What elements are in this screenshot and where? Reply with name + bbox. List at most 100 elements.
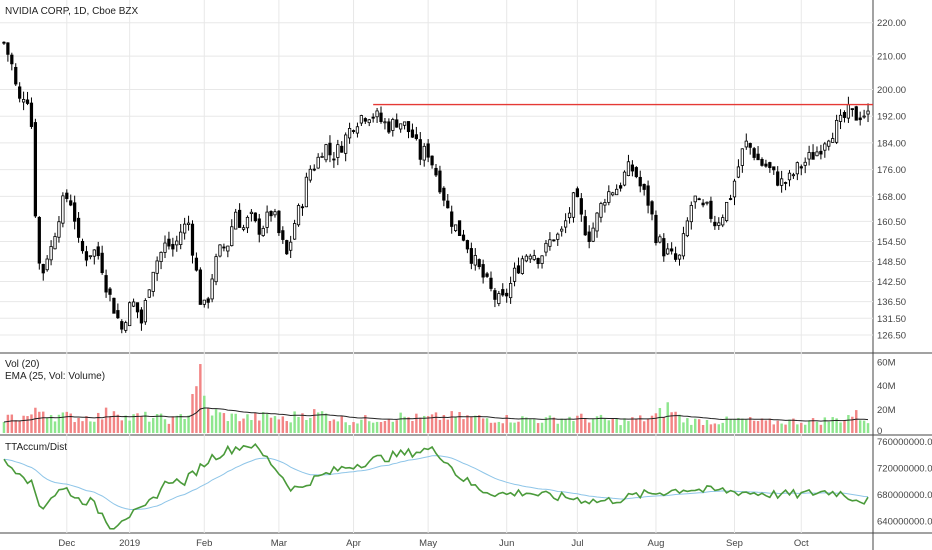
candle-body: [854, 106, 858, 121]
candle-body: [842, 112, 847, 118]
candle-body: [355, 126, 360, 134]
volume-bar: [745, 419, 748, 433]
candle-body: [269, 210, 273, 217]
volume-bar: [434, 412, 438, 433]
volume-bar: [159, 413, 163, 433]
candle-body: [281, 230, 285, 240]
candle-body: [76, 217, 81, 238]
candle-body: [391, 119, 395, 131]
candle-body: [249, 211, 254, 215]
volume-bar: [599, 414, 603, 433]
candle-body: [6, 42, 10, 55]
volume-bar: [811, 418, 815, 433]
candle-body: [25, 99, 30, 104]
volume-bar: [140, 415, 143, 433]
volume-bar: [73, 422, 76, 433]
volume-bar: [493, 422, 497, 433]
volume-bar: [69, 413, 72, 433]
volume-bar: [203, 395, 206, 433]
volume-bar: [97, 412, 100, 433]
candle-body: [186, 222, 191, 225]
candle-body: [544, 242, 548, 253]
volume-bar: [807, 420, 811, 433]
candle-body: [422, 145, 426, 161]
candle-body: [764, 163, 768, 167]
volume-bar: [513, 422, 516, 433]
volume-bar: [544, 417, 548, 433]
volume-bar: [756, 421, 760, 433]
volume-bar: [411, 420, 414, 433]
candle-body: [147, 289, 151, 298]
accum-tick-label: 680000000.00: [877, 490, 932, 501]
candle-body: [760, 159, 764, 166]
candle-body: [666, 248, 670, 255]
candle-body: [359, 115, 363, 124]
candle-body: [108, 288, 112, 295]
candle-body: [728, 198, 733, 200]
candle-body: [336, 144, 340, 158]
candle-body: [84, 251, 89, 261]
volume-bar: [65, 411, 69, 433]
candle-body: [701, 202, 705, 206]
candle-body: [135, 302, 140, 313]
volume-bar: [293, 411, 296, 433]
volume-bar: [238, 421, 241, 433]
candle-body: [214, 256, 218, 283]
accum-pane-title: TTAccum/Dist: [5, 442, 67, 453]
volume-bar: [191, 394, 194, 433]
volume-bar: [199, 364, 202, 433]
candle-body: [787, 172, 792, 181]
volume-bar: [104, 407, 108, 433]
volume-bar: [748, 417, 752, 433]
volume-bar: [100, 419, 104, 433]
candle-body: [21, 99, 26, 103]
price-tick-label: 220.00: [877, 18, 906, 29]
volume-bar: [438, 419, 442, 433]
candle-body: [736, 166, 741, 178]
candle-body: [473, 255, 477, 266]
volume-bar: [289, 422, 292, 433]
candle-body: [332, 158, 336, 161]
volume-bar: [764, 420, 768, 433]
volume-bar: [399, 412, 402, 433]
candle-body: [308, 168, 312, 181]
volume-bar: [552, 417, 556, 433]
volume-bar: [639, 415, 642, 433]
candle-body: [493, 290, 497, 300]
volume-bar: [2, 422, 6, 433]
candle-body: [128, 302, 132, 327]
volume-bar: [218, 412, 222, 433]
candle-body: [387, 121, 391, 133]
candle-body: [858, 117, 862, 121]
volume-bar: [831, 417, 834, 433]
candle-body: [677, 254, 682, 260]
candle-body: [347, 128, 352, 139]
candle-body: [273, 211, 277, 216]
volume-bar: [650, 415, 654, 433]
volume-bar: [827, 421, 830, 433]
time-tick-label: Jun: [499, 538, 514, 549]
price-tick-label: 154.50: [877, 237, 906, 248]
price-tick-label: 184.00: [877, 138, 906, 149]
candle-body: [489, 277, 493, 289]
time-tick-label: 2019: [119, 538, 140, 549]
candle-body: [693, 195, 697, 203]
candle-body: [438, 170, 442, 193]
candle-body: [395, 119, 399, 128]
price-candles: [2, 41, 873, 334]
candle-body: [834, 119, 839, 143]
volume-bar: [250, 420, 253, 433]
volume-bar: [709, 424, 713, 433]
candle-body: [780, 178, 784, 186]
volume-bar: [132, 414, 135, 433]
candle-body: [371, 116, 375, 119]
candle-body: [69, 200, 73, 206]
volume-bar: [371, 422, 375, 433]
volume-bar: [93, 421, 96, 433]
volume-bar: [368, 421, 371, 433]
volume-bar: [85, 416, 88, 433]
candle-body: [638, 176, 642, 187]
volume-bar: [151, 417, 155, 433]
candle-body: [740, 148, 744, 166]
volume-bar: [603, 418, 607, 433]
